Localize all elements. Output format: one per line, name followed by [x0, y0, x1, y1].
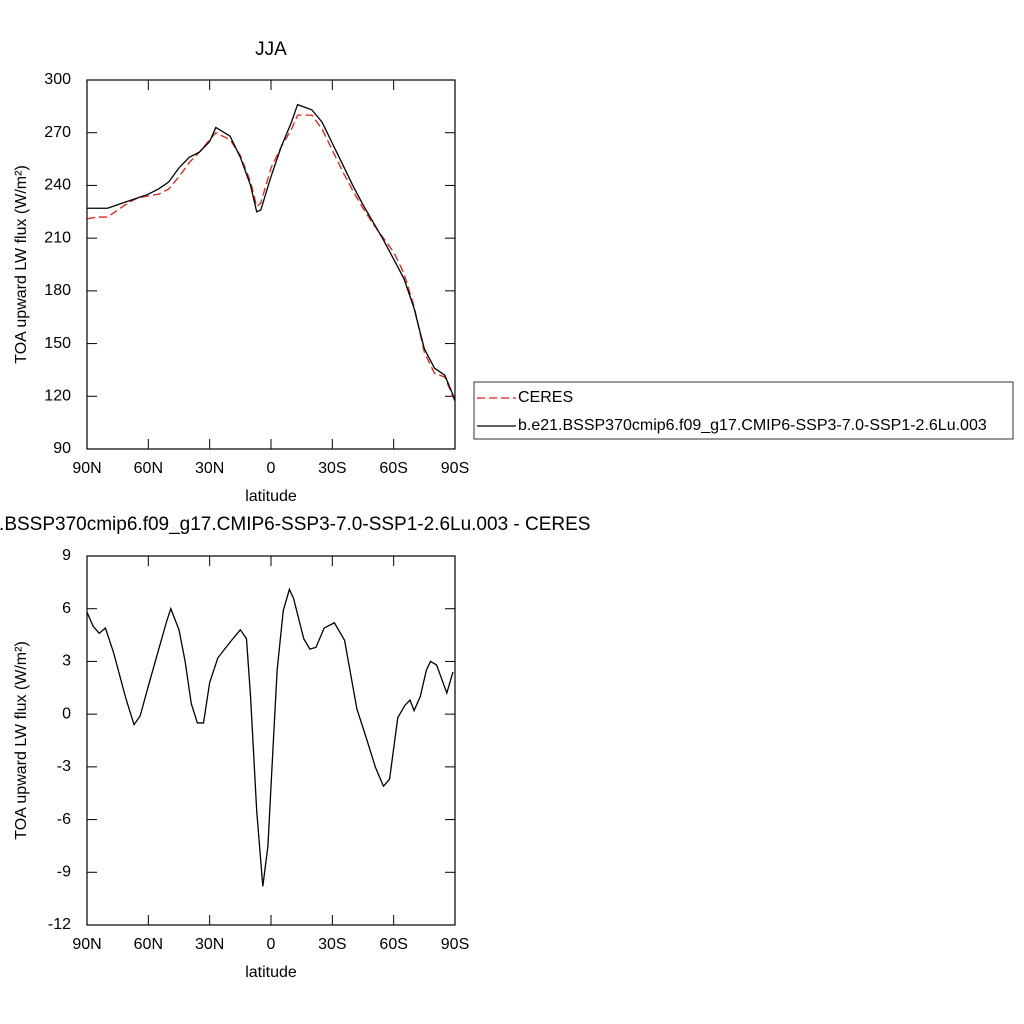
y-tick-label: 180	[44, 282, 71, 299]
x-tick-label: 60S	[379, 936, 407, 953]
legend-label: b.e21.BSSP370cmip6.f09_g17.CMIP6-SSP3-7.…	[518, 417, 987, 434]
y-axis-label: TOA upward LW flux (W/m²)	[13, 165, 30, 364]
legend-label: CERES	[518, 389, 573, 406]
y-tick-label: -6	[57, 811, 71, 828]
y-tick-label: 240	[44, 177, 71, 194]
data-line	[87, 103, 456, 401]
x-tick-label: 30N	[195, 936, 224, 953]
y-tick-label: 3	[62, 653, 71, 670]
x-tick-label: 60N	[134, 936, 163, 953]
x-tick-label: 60S	[379, 460, 407, 477]
x-tick-label: 0	[267, 936, 276, 953]
y-tick-label: 270	[44, 124, 71, 141]
x-tick-label: 90S	[441, 936, 469, 953]
y-tick-label: -12	[48, 916, 71, 933]
x-axis-label: latitude	[245, 964, 297, 981]
x-tick-label: 0	[267, 460, 276, 477]
x-tick-label: 90N	[72, 460, 101, 477]
chart-title: JJA	[255, 39, 287, 60]
y-tick-label: 6	[62, 600, 71, 617]
y-tick-label: 0	[62, 705, 71, 722]
x-tick-label: 60N	[134, 460, 163, 477]
y-tick-label: -9	[57, 864, 71, 881]
y-tick-label: 300	[44, 71, 71, 88]
y-tick-label: 120	[44, 388, 71, 405]
data-line	[86, 587, 454, 887]
x-tick-label: 90N	[72, 936, 101, 953]
y-axis-label: TOA upward LW flux (W/m²)	[13, 641, 30, 840]
x-tick-label: 90S	[441, 460, 469, 477]
x-tick-label: 30N	[195, 460, 224, 477]
data-line	[86, 114, 456, 402]
plot-frame	[86, 555, 456, 926]
chart-title: b.e21.BSSP370cmip6.f09_g17.CMIP6-SSP3-7.…	[0, 514, 590, 535]
y-tick-label: 150	[44, 335, 71, 352]
y-tick-label: 9	[62, 547, 71, 564]
x-axis-label: latitude	[245, 488, 297, 505]
x-tick-label: 30S	[318, 460, 346, 477]
y-tick-label: -3	[57, 758, 71, 775]
y-tick-label: 210	[44, 229, 71, 246]
x-tick-label: 30S	[318, 936, 346, 953]
y-tick-label: 90	[53, 440, 71, 457]
legend-box	[473, 381, 1014, 440]
plot-frame	[86, 79, 456, 450]
